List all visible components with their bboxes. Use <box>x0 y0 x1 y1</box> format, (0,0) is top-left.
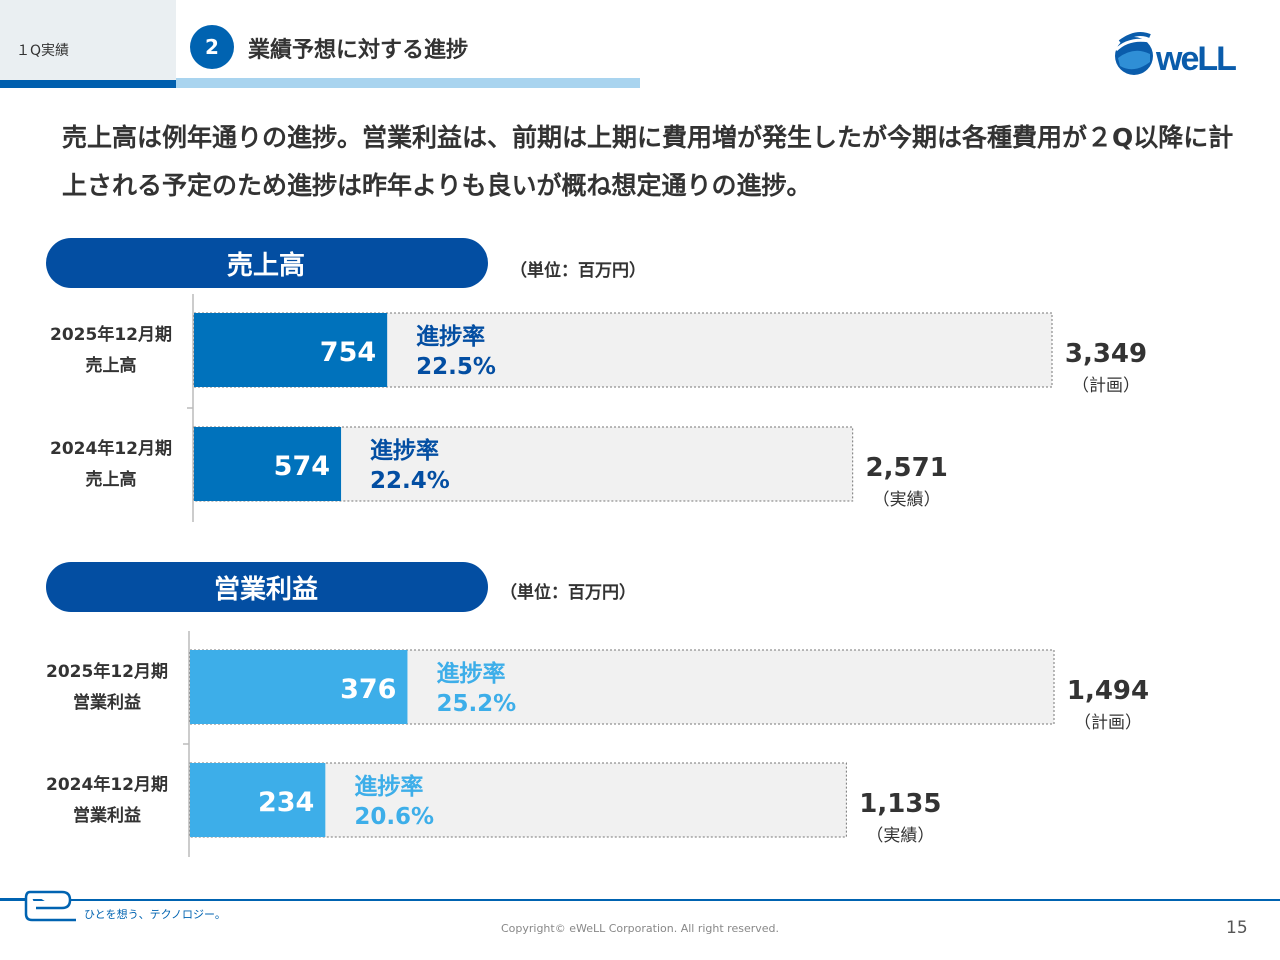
progress-title-label: 進捗率 <box>370 437 439 464</box>
progress-rate-label: 20.6% <box>354 804 434 830</box>
category-label-line2: 営業利益 <box>73 805 141 826</box>
category-label-line2: 営業利益 <box>73 692 141 713</box>
footer-e-icon <box>0 890 76 922</box>
total-note-label: （実績） <box>873 490 941 510</box>
progress-title-label: 進捗率 <box>436 660 505 687</box>
category-label-line1: 2024年12月期 <box>50 438 172 459</box>
header-rule-dark <box>0 80 176 88</box>
total-value-label: 3,349 <box>1065 339 1147 369</box>
progress-rate-label: 22.4% <box>370 468 450 494</box>
step-number-badge: 2 <box>190 25 234 69</box>
page-title: 業績予想に対する進捗 <box>248 38 469 63</box>
progress-title-label: 進捗率 <box>354 773 423 800</box>
actual-bar <box>194 427 342 501</box>
actual-value-label: 754 <box>320 337 376 368</box>
total-bar <box>193 426 854 502</box>
total-note-label: （実績） <box>866 826 934 846</box>
logo-text: weLL <box>1155 40 1236 78</box>
sales-section-pill: 売上高 <box>46 238 488 288</box>
total-bar <box>189 649 1055 725</box>
total-value-label: 2,571 <box>866 453 948 483</box>
section-label: １Q実績 <box>16 43 70 59</box>
progress-rate-label: 25.2% <box>436 691 516 717</box>
actual-value-label: 234 <box>258 787 314 818</box>
progress-title-label: 進捗率 <box>416 323 485 350</box>
profit-section-pill: 営業利益 <box>46 562 488 612</box>
footer-rule <box>0 899 1280 901</box>
category-label-line2: 売上高 <box>86 355 137 376</box>
sales-section-title: 売上高 <box>226 250 305 281</box>
total-bar <box>193 312 1053 388</box>
section-tab: １Q実績 <box>0 0 176 88</box>
ewell-globe-logo-icon: weLL <box>1114 32 1238 78</box>
lead-text: 売上高は例年通りの進捗。営業利益は、前期は上期に費用増が発生したが今期は各種費用… <box>62 123 1234 200</box>
total-value-label: 1,494 <box>1067 676 1149 706</box>
total-note-label: （計画） <box>1072 376 1140 396</box>
category-label-line2: 売上高 <box>86 469 137 490</box>
category-label-line1: 2024年12月期 <box>46 774 168 795</box>
page-number: 15 <box>1226 918 1248 938</box>
profit-section-title: 営業利益 <box>213 574 318 605</box>
actual-value-label: 376 <box>340 674 396 705</box>
tagline: ひとを想う、テクノロジー。 <box>84 908 226 921</box>
total-value-label: 1,135 <box>859 789 941 819</box>
actual-bar <box>190 650 408 724</box>
category-label-line1: 2025年12月期 <box>46 661 168 682</box>
sales-unit-label: （単位：百万円） <box>510 261 646 281</box>
actual-bar <box>190 763 326 837</box>
copyright: Copyright© eWeLL Corporation. All right … <box>500 922 780 935</box>
profit-unit-label: （単位：百万円） <box>500 583 636 603</box>
actual-bar <box>194 313 388 387</box>
actual-value-label: 574 <box>274 451 330 482</box>
total-bar <box>189 762 847 838</box>
header-rule-light <box>176 78 640 88</box>
progress-rate-label: 22.5% <box>416 354 496 380</box>
category-label-line1: 2025年12月期 <box>50 324 172 345</box>
total-note-label: （計画） <box>1074 713 1142 733</box>
